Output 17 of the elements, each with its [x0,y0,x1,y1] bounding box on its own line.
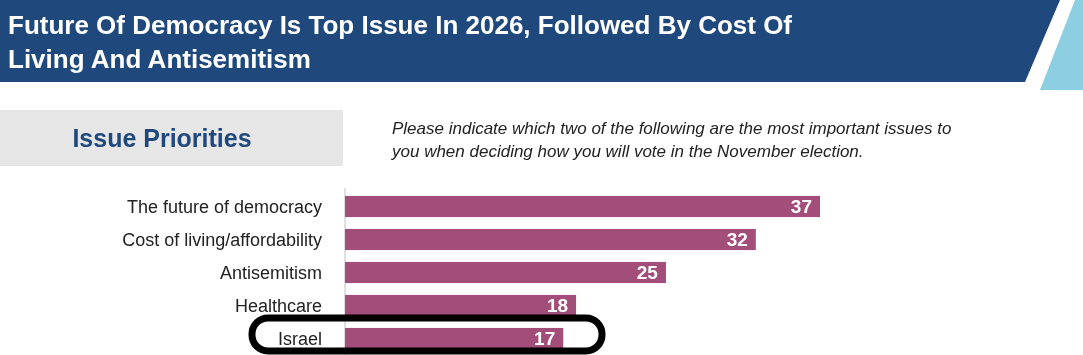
y-tick-label: Israel [277,328,322,349]
data-label: 37 [790,196,812,218]
y-tick-label: Antisemitism [219,262,322,283]
data-label: 25 [636,262,659,284]
y-tick-label: Cost of living/affordability [122,229,322,250]
data-label: 32 [726,229,748,251]
bar [345,261,666,284]
data-label: 17 [534,328,556,350]
y-tick-label: The future of democracy [126,196,322,217]
chart-title: Future Of Democracy Is Top Issue In 2026, Followed By Cost Of Living And Antisemitism [8,10,793,74]
bar [345,195,820,218]
bar [345,228,756,251]
text: Please indicate which two of the following are the most important issues to you when deciding how you will vote in the November election. [391,119,952,161]
bar [345,327,564,350]
data-label: 18 [546,295,569,317]
y-tick-label: Healthcare [234,295,322,316]
chart-subtitle: Issue Priorities [72,124,252,152]
